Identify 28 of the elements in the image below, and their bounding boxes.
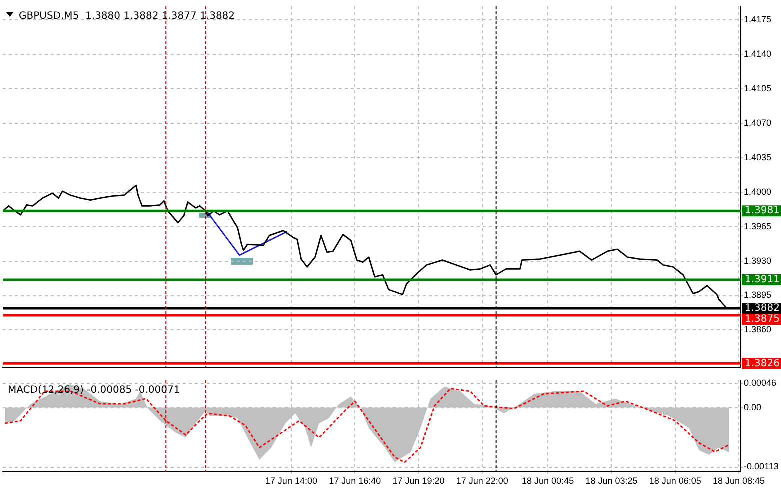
y-tick-label: -0.00113 bbox=[744, 462, 779, 472]
y-tick-label: 1.4140 bbox=[744, 49, 772, 60]
text: GBPUSD,M5 1.3880 1.3882 1.3877 1.3882 bbox=[19, 10, 236, 22]
y-tick-label: 1.4035 bbox=[744, 152, 772, 162]
x-tick-label: 17 Jun 19:20 bbox=[392, 476, 445, 486]
y-tick-label: 0.00 bbox=[744, 402, 762, 412]
y-tick-label: 1.4070 bbox=[744, 118, 772, 128]
y-tick-label: 0.00046 bbox=[744, 378, 777, 388]
y-tick-label: 1.4175 bbox=[744, 14, 772, 25]
y-tick-label: 1.3965 bbox=[744, 221, 772, 232]
y-tick-label: 1.4000 bbox=[744, 186, 772, 197]
x-tick-label: 17 Jun 16:40 bbox=[329, 476, 382, 486]
x-tick-label: 18 Jun 03:25 bbox=[586, 476, 638, 486]
x-tick-label: 18 Jun 06:05 bbox=[649, 476, 702, 486]
ref-line-label: 1.3875 bbox=[745, 314, 780, 326]
x-tick-label: 17 Jun 22:00 bbox=[456, 476, 508, 486]
y-tick-label: 1.3930 bbox=[744, 256, 772, 266]
ref-line-label: 1.3911 bbox=[745, 274, 780, 286]
y-tick-label: 1.3860 bbox=[744, 324, 772, 335]
x-tick-label: 18 Jun 00:45 bbox=[522, 476, 574, 486]
x-tick-label: 17 Jun 14:00 bbox=[265, 476, 318, 486]
y-tick-label: 1.4105 bbox=[744, 84, 772, 94]
ref-line-label: 1.3826 bbox=[745, 358, 780, 370]
ref-line-label: 1.3981 bbox=[745, 206, 780, 217]
text: MACD(12,26,9) -0.00085 -0.00071 bbox=[8, 384, 180, 396]
y-tick-label: 1.3895 bbox=[744, 290, 772, 300]
x-tick-label: 18 Jun 08:45 bbox=[712, 476, 766, 486]
ref-line-label: 1.3882 bbox=[745, 303, 780, 314]
